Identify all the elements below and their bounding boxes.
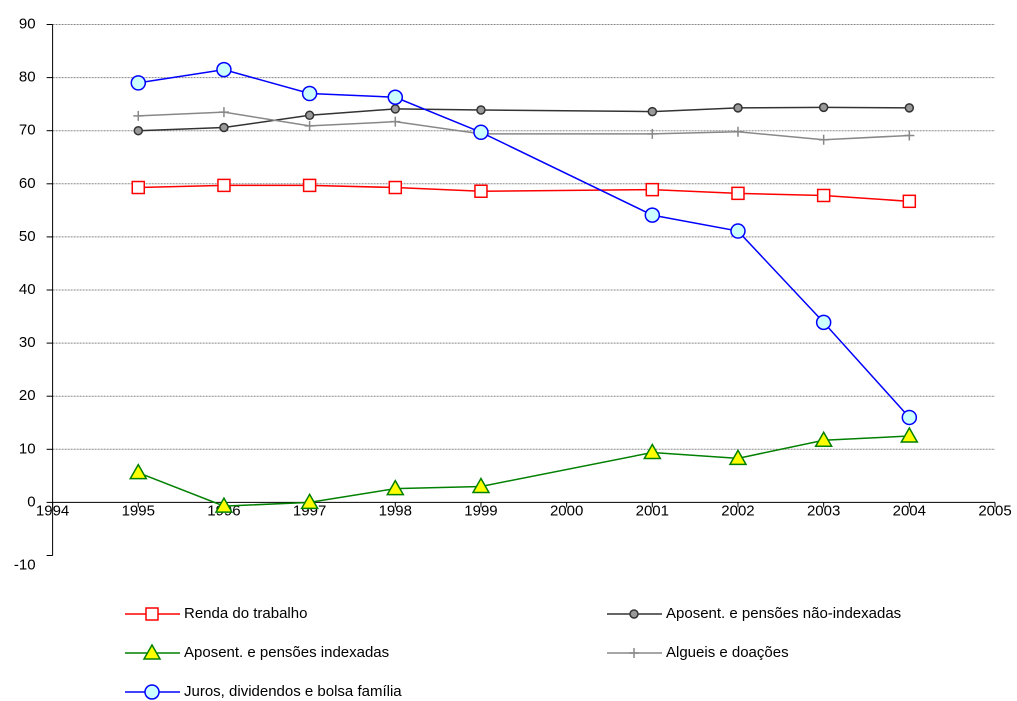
x-tick-label: 1998	[379, 502, 412, 519]
data-point	[902, 194, 917, 209]
data-point	[645, 182, 660, 197]
x-tick-label: 2005	[978, 502, 1011, 519]
data-point	[471, 476, 491, 494]
series-line	[138, 106, 910, 132]
legend-entry: Algueis e doações	[607, 644, 789, 661]
data-point	[733, 103, 743, 113]
legend-label: Juros, dividendos e bolsa família	[184, 683, 402, 700]
y-tick-label: 60	[19, 175, 36, 192]
data-point	[390, 104, 401, 114]
data-point	[731, 186, 745, 201]
legend-marker	[145, 607, 159, 621]
x-tick-label: 1997	[293, 502, 326, 519]
data-point	[219, 122, 229, 133]
data-point	[901, 409, 918, 426]
data-point	[390, 116, 401, 127]
data-point	[214, 496, 234, 513]
data-point	[218, 107, 229, 118]
legend-marker	[142, 643, 162, 660]
data-point	[816, 188, 831, 203]
y-tick-label: 70	[19, 122, 36, 139]
y-tick-label: 0	[27, 493, 35, 510]
data-point	[644, 207, 661, 223]
data-point	[904, 103, 915, 113]
data-point	[730, 223, 746, 239]
data-point	[128, 463, 148, 480]
x-tick-label: 2001	[636, 502, 669, 519]
legend-label: Aposent. e pensões indexadas	[184, 644, 389, 661]
data-point	[133, 125, 144, 136]
data-point	[302, 178, 317, 193]
data-point	[300, 492, 319, 510]
x-tick-label: 2000	[550, 502, 583, 519]
x-tick-label: 1995	[122, 502, 155, 519]
data-point	[647, 106, 658, 117]
y-tick-label: 40	[19, 281, 36, 298]
y-tick-label: 90	[19, 15, 36, 32]
data-point	[818, 134, 829, 145]
x-tick-label: 2003	[807, 502, 840, 519]
data-point	[473, 124, 489, 141]
series-line	[138, 184, 910, 203]
x-tick-label: 2002	[721, 502, 754, 519]
data-point	[904, 130, 915, 141]
series-line	[138, 68, 910, 418]
legend-entry: Aposent. e pensões indexadas	[125, 643, 389, 661]
x-tick-label: 1994	[36, 502, 69, 519]
legend-marker	[629, 609, 639, 619]
data-point	[304, 110, 315, 121]
y-tick-label: 30	[19, 334, 36, 351]
data-point	[217, 178, 231, 193]
data-point	[900, 426, 919, 443]
data-point	[818, 102, 829, 113]
y-tick-label: -10	[14, 556, 36, 573]
legend-entry: Renda do trabalho	[125, 605, 307, 622]
data-point	[476, 105, 486, 115]
data-point	[388, 180, 403, 195]
data-point	[814, 430, 833, 448]
legend-entry: Juros, dividendos e bolsa família	[125, 683, 402, 700]
legend-entry: Aposent. e pensões não-indexadas	[607, 605, 901, 622]
y-tick-label: 50	[19, 228, 36, 245]
legend-label: Aposent. e pensões não-indexadas	[666, 605, 901, 622]
data-point	[304, 120, 315, 131]
data-point	[131, 180, 146, 195]
legend-marker	[144, 684, 160, 700]
legend-label: Algueis e doações	[666, 644, 789, 661]
y-tick-label: 20	[19, 387, 36, 404]
x-tick-label: 2004	[893, 502, 926, 519]
data-point	[387, 89, 404, 105]
data-point	[385, 479, 405, 496]
data-point	[133, 110, 144, 121]
legend-marker	[629, 648, 639, 658]
data-point	[647, 128, 658, 139]
series-line	[138, 435, 910, 507]
data-point	[130, 75, 147, 91]
y-tick-label: 80	[19, 69, 36, 86]
data-point	[643, 442, 662, 460]
data-point	[728, 448, 748, 466]
data-point	[815, 314, 832, 331]
data-point	[216, 61, 232, 78]
data-point	[301, 85, 318, 102]
legend-label: Renda do trabalho	[184, 605, 307, 622]
y-tick-label: 10	[19, 440, 36, 457]
data-point	[474, 184, 488, 198]
series-line	[138, 111, 910, 141]
data-point	[732, 126, 743, 137]
x-tick-label: 1999	[464, 502, 497, 519]
